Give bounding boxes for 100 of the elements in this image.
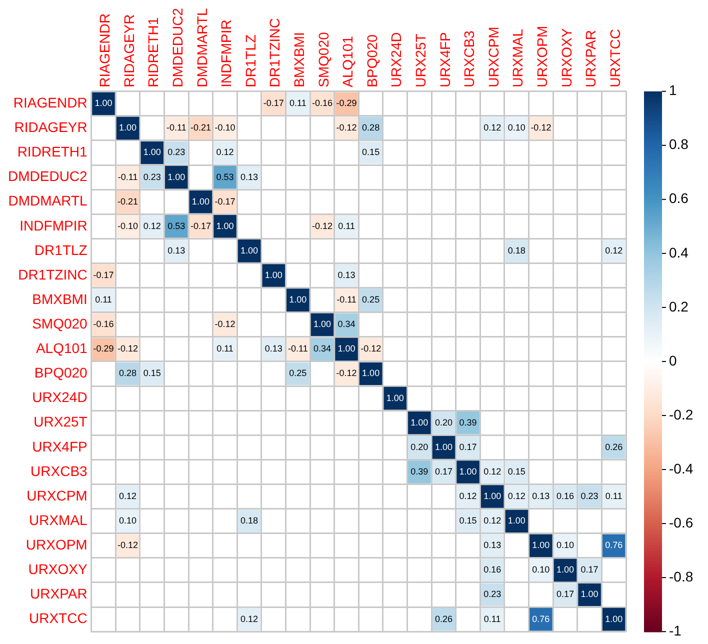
x-tick-label: INDFMPIR (218, 20, 234, 88)
color-bar-label: 0.4 (669, 244, 689, 260)
data-label: 0.76 (532, 614, 550, 624)
data-label: -0.11 (166, 122, 186, 133)
data-label: 1.00 (410, 417, 428, 428)
data-label: 0.12 (240, 614, 258, 624)
data-label: 1.00 (313, 319, 331, 330)
y-tick-label: RIAGENDR (13, 94, 88, 110)
data-label: 0.11 (216, 344, 234, 354)
data-label: 0.16 (484, 564, 502, 575)
data-label: 1.00 (94, 98, 112, 108)
x-tick-label: SMQ020 (315, 32, 332, 88)
x-tick-label: DR1TLZ (242, 34, 258, 88)
y-tick-label: URXCPM (26, 487, 88, 504)
data-label: -0.12 (336, 368, 357, 378)
data-label: 1.00 (289, 294, 307, 305)
color-bar-label: 0.8 (669, 136, 689, 152)
data-label: 0.11 (605, 491, 622, 502)
color-bar-label: -0.4 (669, 460, 694, 476)
data-label: 0.53 (216, 172, 234, 182)
data-label: -0.16 (312, 98, 332, 108)
data-label: 0.10 (532, 564, 550, 575)
data-label: 1.00 (216, 220, 234, 231)
x-tick-label: URX24D (388, 32, 404, 88)
data-label: 0.12 (216, 147, 234, 158)
data-label: 0.11 (95, 294, 112, 305)
data-label: 1.00 (484, 491, 502, 502)
x-tick-label: DMDEDUC2 (169, 8, 186, 88)
x-tick-label: URXTCC (606, 28, 623, 88)
data-label: 0.18 (240, 516, 258, 526)
x-tick-label: DMDMARTL (194, 8, 210, 88)
data-label: 0.20 (410, 442, 428, 452)
data-label: 0.11 (338, 220, 355, 231)
data-label: 0.12 (484, 122, 502, 133)
data-label: 1.00 (508, 516, 526, 526)
data-label: 0.13 (532, 491, 550, 502)
x-tick-label: URX4FP (436, 32, 453, 88)
y-tick-label: RIDRETH1 (17, 144, 88, 160)
data-label: 1.00 (338, 344, 356, 354)
color-bar-label: 0.6 (669, 190, 689, 206)
data-label: 1.00 (119, 122, 137, 133)
y-tick-label: URX25T (34, 414, 88, 430)
y-tick-label: BMXBMI (32, 290, 88, 307)
data-label: 1.00 (240, 245, 258, 256)
data-label: 0.11 (484, 614, 501, 624)
data-label: 0.17 (459, 442, 477, 452)
data-label: -0.17 (190, 220, 211, 231)
data-label: 0.13 (240, 172, 258, 182)
data-label: 0.23 (484, 589, 502, 600)
data-label: 0.28 (119, 368, 137, 378)
x-tick-label: RIDAGEYR (120, 14, 137, 88)
data-label: 0.11 (289, 98, 306, 108)
data-label: -0.12 (118, 344, 138, 354)
data-label: 0.12 (605, 245, 623, 256)
y-tick-label: DR1TLZ (34, 242, 88, 258)
y-tick-label: URXPAR (30, 586, 88, 602)
y-tick-label: DR1TZINC (18, 266, 88, 282)
data-label: 0.15 (362, 147, 380, 158)
x-tick-label: URXOXY (558, 28, 574, 88)
data-label: 0.34 (338, 319, 356, 330)
data-label: 0.76 (605, 540, 623, 550)
data-label: 1.00 (605, 614, 623, 624)
data-label: -0.21 (190, 122, 211, 133)
y-tick-label: RIDAGEYR (14, 119, 88, 136)
color-bar-label: -0.6 (669, 514, 694, 530)
y-tick-label: URXCB3 (30, 462, 88, 479)
data-label: 0.10 (119, 516, 137, 526)
data-label: 0.12 (459, 491, 477, 502)
data-label: 0.39 (459, 417, 477, 428)
data-label: 0.12 (484, 466, 502, 476)
y-tick-label: DMDEDUC2 (8, 168, 88, 184)
data-label: -0.17 (263, 98, 284, 108)
data-label: 0.25 (362, 294, 380, 305)
data-label: 0.13 (484, 540, 502, 550)
x-tick-label: URXCPM (485, 26, 502, 88)
color-bar-label: -0.2 (669, 406, 694, 422)
data-label: 1.00 (459, 466, 477, 476)
data-label: -0.12 (530, 122, 552, 133)
data-label: 0.16 (556, 491, 574, 502)
data-label: 1.00 (532, 540, 550, 550)
data-label: 0.13 (168, 245, 186, 256)
color-bar-label: 0 (669, 352, 677, 368)
y-tick-label: SMQ020 (32, 315, 88, 332)
data-label: 0.23 (143, 172, 161, 182)
data-label: -0.16 (93, 319, 114, 330)
data-label: 0.10 (556, 540, 574, 550)
data-label: -0.12 (214, 319, 236, 330)
x-tick-label: URXPAR (582, 30, 599, 88)
y-tick-label: URX4FP (32, 438, 88, 454)
data-label: -0.29 (336, 98, 357, 108)
data-label: 0.12 (143, 220, 161, 231)
data-label: -0.11 (336, 294, 356, 305)
data-label: 1.00 (143, 147, 161, 158)
data-label: -0.11 (118, 172, 138, 182)
data-label: 0.20 (434, 417, 452, 428)
x-tick-label: ALQ101 (340, 36, 356, 88)
x-tick-label: RIDRETH1 (145, 17, 162, 88)
data-label: 0.53 (168, 220, 186, 231)
data-label: 1.00 (580, 589, 598, 600)
y-tick-label: ALQ101 (36, 340, 88, 356)
